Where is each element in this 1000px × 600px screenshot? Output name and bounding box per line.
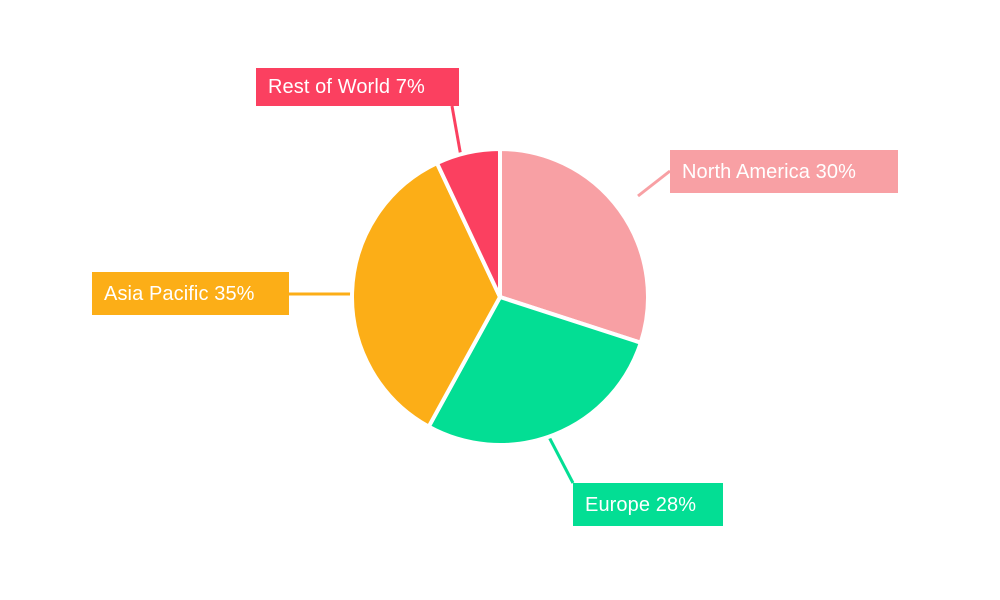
pie-slice-asia-pacific[interactable]	[350, 161, 502, 429]
pie-label-europe[interactable]: Europe 28%	[573, 483, 723, 526]
pie-slice-north-america[interactable]	[498, 147, 650, 345]
pie-label-rest-of-world[interactable]: Rest of World 7%	[256, 68, 459, 106]
pie-slice-group	[350, 147, 650, 447]
pie-label-asia-pacific[interactable]: Asia Pacific 35%	[92, 272, 289, 315]
pie-slice-rest-of-world[interactable]	[434, 147, 502, 299]
pie-label-north-america[interactable]: North America 30%	[670, 150, 898, 193]
pie-label-text: Europe 28%	[585, 493, 697, 516]
pie-label-text: Rest of World 7%	[268, 76, 425, 98]
leader-line-europe	[547, 436, 575, 484]
leader-line-north-america	[637, 169, 671, 198]
pie-label-text: Asia Pacific 35%	[104, 282, 255, 305]
pie-label-text: North America 30%	[682, 160, 856, 183]
